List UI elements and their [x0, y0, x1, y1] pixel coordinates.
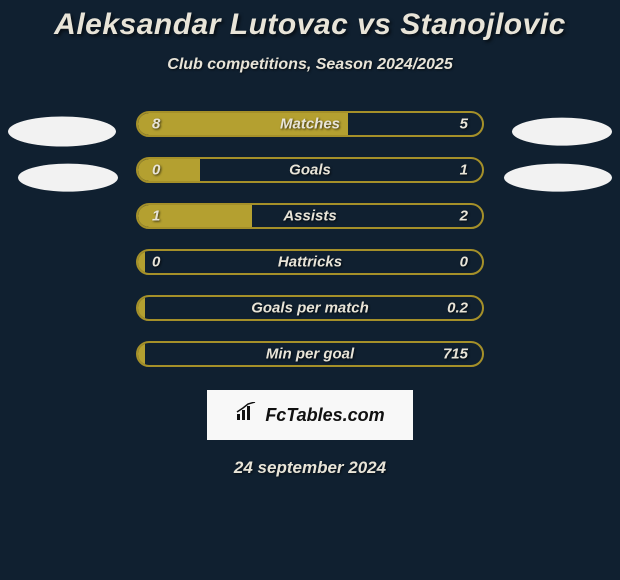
date-text: 24 september 2024 — [0, 458, 620, 478]
stat-right-value: 1 — [460, 162, 468, 179]
stat-label: Goals — [289, 162, 331, 179]
stat-right-value: 0.2 — [447, 300, 468, 317]
stat-left-value: 0 — [152, 254, 160, 271]
comparison-title: Aleksandar Lutovac vs Stanojlovic — [0, 8, 620, 42]
stat-right-value: 715 — [443, 346, 468, 363]
stat-label: Assists — [283, 208, 336, 225]
stat-row: Min per goal 715 — [0, 340, 620, 386]
stat-left-value: 0 — [152, 162, 160, 179]
stat-bar: 0 Goals 1 — [136, 157, 484, 183]
comparison-subtitle: Club competitions, Season 2024/2025 — [0, 56, 620, 74]
chart-icon — [235, 402, 259, 428]
stat-bar-fill — [138, 159, 200, 181]
player-ellipse-left — [8, 117, 116, 147]
player-ellipse-right — [504, 164, 612, 192]
stat-bar-fill — [138, 343, 145, 365]
stat-bar: 0 Hattricks 0 — [136, 249, 484, 275]
player-ellipse-left — [18, 164, 118, 192]
stat-bar-fill — [138, 297, 145, 319]
stat-right-value: 2 — [460, 208, 468, 225]
stat-left-value: 8 — [152, 116, 160, 133]
stat-left-value: 1 — [152, 208, 160, 225]
stat-bar: Min per goal 715 — [136, 341, 484, 367]
stat-row: 8 Matches 5 — [0, 110, 620, 156]
stat-bar: Goals per match 0.2 — [136, 295, 484, 321]
stat-bar: 1 Assists 2 — [136, 203, 484, 229]
player-ellipse-right — [512, 118, 612, 146]
stat-bar: 8 Matches 5 — [136, 111, 484, 137]
stat-right-value: 5 — [460, 116, 468, 133]
stat-right-value: 0 — [460, 254, 468, 271]
stat-label: Hattricks — [278, 254, 342, 271]
stat-label: Min per goal — [266, 346, 354, 363]
logo-box: FcTables.com — [207, 390, 413, 440]
stat-label: Goals per match — [251, 300, 369, 317]
content-area: Aleksandar Lutovac vs Stanojlovic Club c… — [0, 0, 620, 580]
logo-text: FcTables.com — [265, 405, 384, 426]
stat-row: 0 Hattricks 0 — [0, 248, 620, 294]
stat-label: Matches — [280, 116, 340, 133]
stat-row: Goals per match 0.2 — [0, 294, 620, 340]
stat-bar-fill — [138, 251, 145, 273]
stat-rows-container: 8 Matches 5 0 Goals 1 1 Assists 2 0 Hattricks 0 Goal… — [0, 110, 620, 386]
stat-row: 0 Goals 1 — [0, 156, 620, 202]
stat-row: 1 Assists 2 — [0, 202, 620, 248]
